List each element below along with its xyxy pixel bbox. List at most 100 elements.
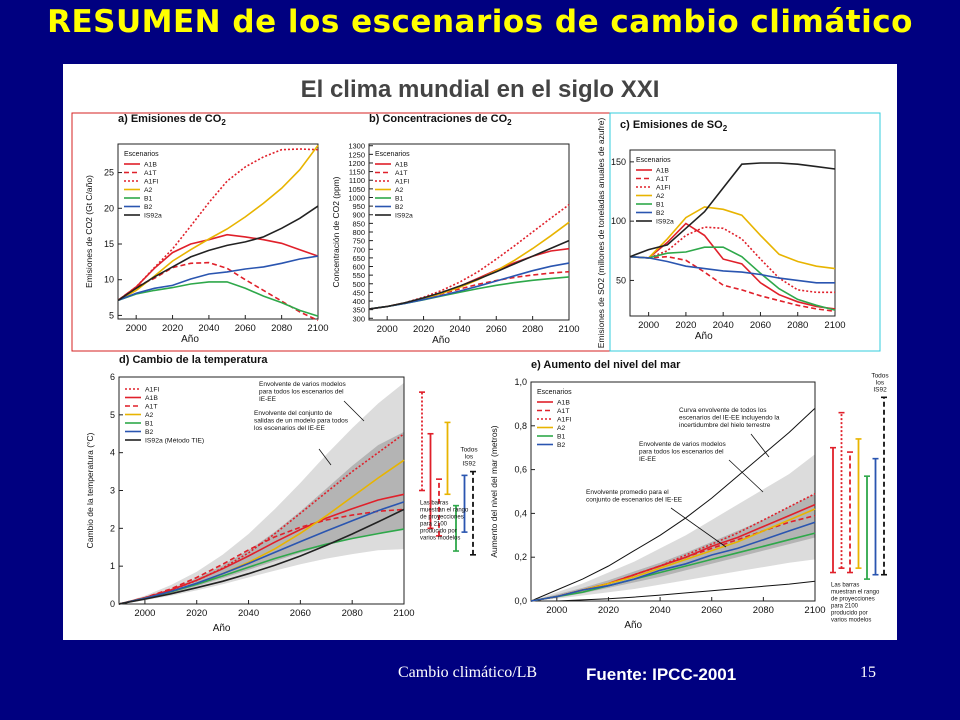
series-c-A1FI <box>629 226 835 294</box>
ytick-label-c-1: 100 <box>611 216 626 226</box>
envelope-label-e-1-0: Envolvente promedio para el <box>586 489 669 496</box>
ytick-label-b-12: 900 <box>352 211 365 220</box>
xtick-label-d-2040: 2040 <box>238 608 259 619</box>
bars-label-d-3: para 2100 <box>420 522 448 528</box>
envelope-arrow-d-0 <box>343 400 365 422</box>
xlabel-e: Año <box>624 620 642 631</box>
legend-label-d-1: A1B <box>145 395 158 402</box>
legend-label-a-4: B1 <box>144 196 153 203</box>
legend-title-e: Escenarios <box>537 389 572 396</box>
legend-label-a-0: A1B <box>144 162 157 169</box>
bars-label-d-1: muestran el rango <box>420 508 469 514</box>
ytick-label-d-0: 0 <box>110 599 115 609</box>
bars-label-e-0: Las barras <box>831 583 859 589</box>
legend-label-c-6: IS92a <box>656 219 674 226</box>
xtick-label-b-2000: 2000 <box>377 324 398 335</box>
series-e-B2 <box>530 521 816 602</box>
legend-label-c-2: A1FI <box>656 185 670 192</box>
legend-label-a-5: B2 <box>144 204 153 211</box>
ylabel-a: Emisiones de CO2 (Gt C/año) <box>84 175 94 288</box>
legend-label-b-5: B2 <box>395 204 404 211</box>
slide-title: RESUMEN de los escenarios de cambio clim… <box>47 4 913 40</box>
bars-all-label-d-1: los <box>465 454 474 461</box>
chart-title-a: a) Emisiones de CO2 <box>118 113 226 127</box>
ytick-label-b-11: 850 <box>352 219 365 228</box>
legend-label-e-5: B2 <box>557 442 566 449</box>
ytick-label-d-1: 1 <box>110 561 115 571</box>
series-e-B1 <box>530 532 816 602</box>
bars-label-e-2: de proyecciones <box>831 597 875 603</box>
ytick-label-b-0: 300 <box>352 314 365 323</box>
bars-all-label-d-2: IS92 <box>462 461 476 468</box>
envelope-label-e-1-1: conjunto de escenarios del IE-EE <box>586 497 683 504</box>
ytick-label-b-3: 450 <box>352 288 365 297</box>
envelope-arrow-e-0 <box>728 459 764 493</box>
series-a-IS92a <box>117 205 319 302</box>
ytick-label-c-2: 150 <box>611 157 626 167</box>
ytick-label-b-5: 550 <box>352 271 365 280</box>
xlabel-c: Año <box>695 331 713 342</box>
bars-label-e-3: para 2100 <box>831 604 859 610</box>
legend-label-d-2: A1T <box>145 404 157 411</box>
ytick-label-c-0: 50 <box>616 275 626 285</box>
chart-a: a) Emisiones de CO2 2000 2020 2040 2060 2080 2… <box>84 113 329 345</box>
ytick-label-b-20: 1300 <box>348 142 365 151</box>
chart-c: c) Emisiones de SO2 2000 2020 2040 2060 2080 2… <box>596 118 846 349</box>
envelope-lower-line-e <box>531 580 816 602</box>
ytick-label-b-17: 1150 <box>349 168 365 177</box>
legend-label-d-6: IS92a (Método TIE) <box>145 438 204 445</box>
legend-label-c-5: B2 <box>656 210 665 217</box>
series-b-B2 <box>368 262 570 310</box>
page-number: 15 <box>860 664 876 681</box>
series-c-A1T <box>629 255 836 313</box>
bars-label-d-2: de proyecciones <box>420 515 464 521</box>
envelope-label-d-0-0: Envolvente de varios modelos <box>259 381 346 388</box>
figure-title: El clima mundial en el siglo XXI <box>300 76 660 103</box>
series-b-A1B <box>368 247 570 310</box>
bars-label-e-5: varios modelos <box>831 618 871 624</box>
xtick-label-d-2100: 2100 <box>393 608 414 619</box>
envelope-label-d-1-0: Envolvente del conjunto de <box>254 410 332 417</box>
xtick-label-c-2000: 2000 <box>638 320 659 331</box>
envelope-arrow-e-1 <box>670 507 727 548</box>
xtick-label-c-2020: 2020 <box>675 320 696 331</box>
xtick-label-d-2000: 2000 <box>134 608 155 619</box>
ytick-label-e-3: 0,6 <box>514 465 527 475</box>
ytick-label-a-0: 5 <box>109 310 114 320</box>
series-a-A1FI <box>117 148 319 302</box>
legend-label-c-3: A2 <box>656 193 665 200</box>
xtick-label-a-2080: 2080 <box>271 323 292 334</box>
legend-label-b-0: A1B <box>395 162 408 169</box>
chart-title-sub-a: 2 <box>221 118 226 127</box>
xtick-label-a-2040: 2040 <box>198 323 219 334</box>
legend-label-d-4: B1 <box>145 421 154 428</box>
envelope-line-label-e-1: escenarios del IE-EE incluyendo la <box>679 415 780 422</box>
chart-title-c: c) Emisiones de SO2 <box>620 119 728 133</box>
ytick-label-b-9: 750 <box>352 237 365 246</box>
series-b-A2 <box>368 221 570 310</box>
legend-label-c-4: B1 <box>656 202 665 209</box>
series-c-B1 <box>629 246 836 311</box>
legend-title-a: Escenarios <box>124 151 159 158</box>
legend-label-e-3: A2 <box>557 425 566 432</box>
xtick-label-a-2100: 2100 <box>307 323 328 334</box>
xlabel-d: Año <box>213 623 231 634</box>
legend-label-a-6: IS92a <box>144 213 162 220</box>
envelope-label-d-1-1: salidas de un modelo para todos <box>254 418 349 425</box>
bars-all-label-e-2: IS92 <box>873 386 887 393</box>
chart-title-d: d) Cambio de la temperatura <box>119 354 268 366</box>
xlabel-a: Año <box>181 334 199 345</box>
envelope-upper-line-e <box>530 407 816 602</box>
bars-all-label-d-0: Todos <box>460 447 478 454</box>
chart-title-b: b) Concentraciones de CO2 <box>369 113 512 127</box>
ytick-label-d-2: 2 <box>110 523 115 533</box>
ytick-label-e-5: 1,0 <box>514 377 527 387</box>
axes-frame-e <box>530 381 816 602</box>
xtick-label-c-2040: 2040 <box>713 320 734 331</box>
ytick-label-e-0: 0,0 <box>514 596 527 606</box>
ytick-label-b-4: 500 <box>352 280 365 289</box>
legend-label-a-1: A1T <box>144 170 156 177</box>
xtick-label-e-2080: 2080 <box>753 605 774 616</box>
ytick-label-b-7: 650 <box>352 254 365 263</box>
ylabel-c: Emisiones de SO2 (millones de toneladas … <box>596 118 606 349</box>
